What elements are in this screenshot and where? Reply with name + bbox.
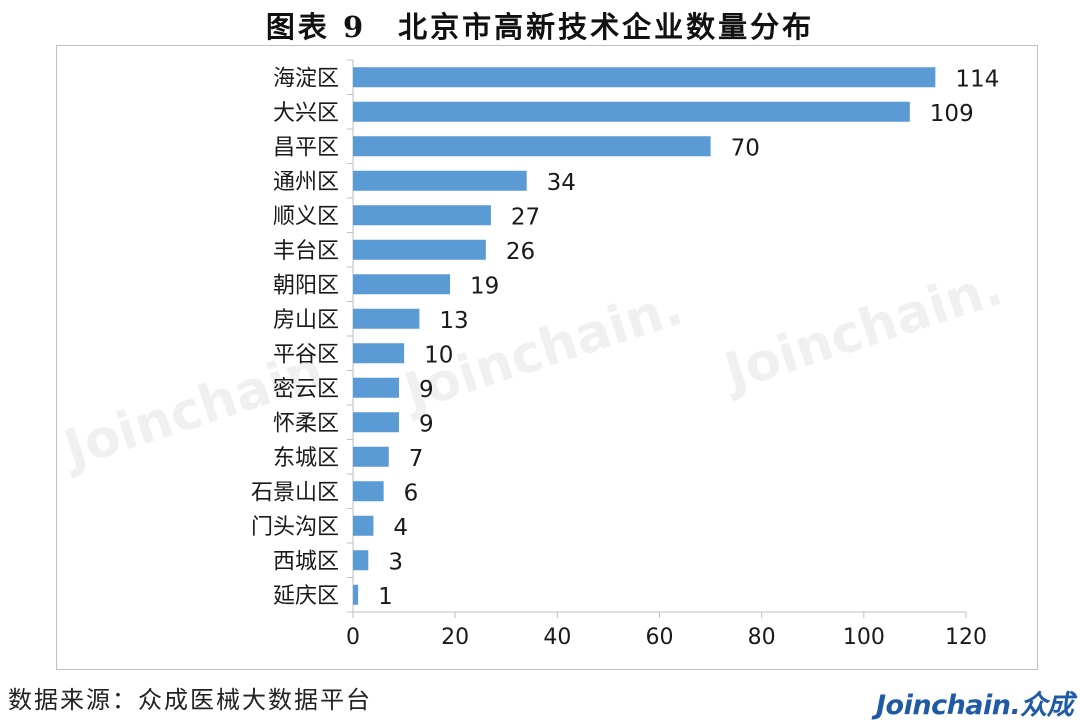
data-label: 3 [388, 549, 403, 575]
bar [353, 308, 420, 329]
category-label: 大兴区 [273, 101, 339, 126]
bar [353, 515, 374, 536]
category-label: 顺义区 [273, 204, 339, 229]
category-label: 通州区 [273, 170, 339, 195]
x-tick-label: 20 [441, 625, 469, 650]
data-label: 19 [470, 273, 499, 299]
data-label: 9 [419, 411, 434, 437]
bar [353, 377, 399, 398]
bar [353, 136, 711, 157]
category-label: 西城区 [273, 549, 339, 574]
category-label: 丰台区 [273, 239, 339, 264]
x-tick-label: 0 [346, 625, 360, 650]
x-tick-label: 40 [543, 625, 571, 650]
data-label: 13 [439, 308, 468, 334]
data-label: 26 [506, 239, 535, 265]
x-tick-label: 80 [748, 625, 776, 650]
bar [353, 446, 389, 467]
category-label: 门头沟区 [251, 515, 339, 540]
bar [353, 67, 936, 88]
category-label: 石景山区 [251, 480, 339, 505]
data-label: 70 [731, 135, 760, 161]
x-tick-label: 60 [646, 625, 674, 650]
brand-logo: Joinchain.众成 [876, 690, 1074, 721]
data-label: 9 [419, 377, 434, 403]
data-label: 6 [404, 480, 419, 506]
bar [353, 205, 491, 226]
data-label: 4 [393, 515, 408, 541]
bar [353, 274, 451, 295]
data-label: 1 [378, 584, 393, 610]
category-label: 延庆区 [273, 584, 339, 609]
bar [353, 343, 405, 364]
chart-frame [56, 45, 1038, 670]
bar [353, 239, 486, 260]
data-label: 34 [547, 170, 576, 196]
data-label: 109 [930, 101, 974, 127]
x-tick-label: 120 [945, 625, 987, 650]
category-label: 昌平区 [273, 135, 339, 160]
category-label: 密云区 [273, 377, 339, 402]
category-label: 东城区 [273, 446, 339, 471]
category-label: 房山区 [273, 308, 339, 333]
bar [353, 412, 399, 433]
data-label: 27 [511, 204, 540, 230]
data-label: 114 [955, 66, 999, 92]
category-label: 怀柔区 [273, 411, 339, 436]
x-tick-label: 100 [843, 625, 885, 650]
bar [353, 584, 359, 605]
category-label: 平谷区 [273, 342, 339, 367]
category-label: 海淀区 [273, 66, 339, 91]
bar [353, 101, 910, 122]
data-label: 7 [409, 446, 424, 472]
bar [353, 550, 369, 571]
bar [353, 170, 527, 191]
source-note: 数据来源：众成医械大数据平台 [8, 686, 372, 714]
category-label: 朝阳区 [273, 273, 339, 298]
data-label: 10 [424, 342, 453, 368]
chart-title: 图表 9 北京市高新技术企业数量分布 [265, 10, 815, 44]
bar [353, 481, 384, 502]
